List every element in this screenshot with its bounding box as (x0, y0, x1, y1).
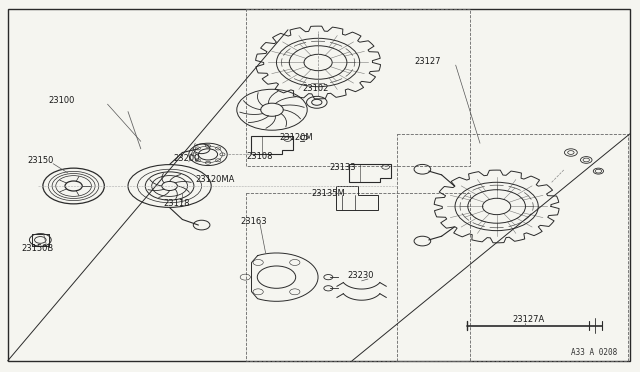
Bar (246, 193, 470, 361)
Text: 23120MA: 23120MA (195, 175, 235, 184)
Bar (397, 134, 628, 361)
Bar (246, 9, 470, 166)
Text: 23230: 23230 (348, 271, 374, 280)
Text: 23163: 23163 (240, 217, 267, 226)
Text: 23127: 23127 (415, 57, 441, 66)
Text: 23150: 23150 (28, 156, 54, 165)
Text: 23108: 23108 (246, 152, 273, 161)
Text: 23200: 23200 (173, 154, 200, 163)
Text: 23120M: 23120M (280, 133, 314, 142)
Text: 23135M: 23135M (312, 189, 346, 198)
Text: 23118: 23118 (164, 199, 190, 208)
Text: A33 A 0208: A33 A 0208 (572, 348, 618, 357)
Text: 23133: 23133 (329, 163, 356, 172)
Text: 23150B: 23150B (21, 244, 53, 253)
Text: 23102: 23102 (302, 84, 328, 93)
Text: 23100: 23100 (48, 96, 74, 105)
Text: 23127A: 23127A (512, 315, 544, 324)
